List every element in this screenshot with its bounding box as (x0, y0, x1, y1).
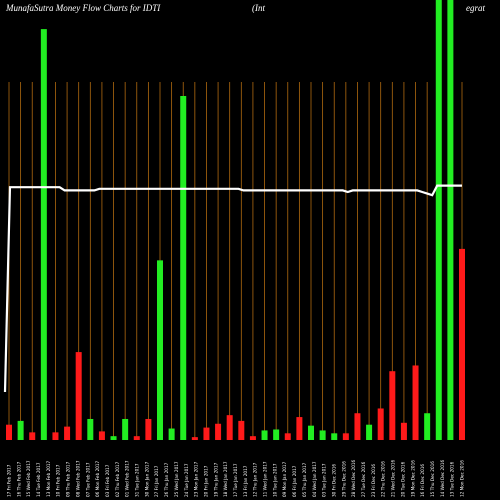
money-flow-bar (273, 429, 280, 440)
money-flow-bar (191, 437, 198, 440)
chart-title-company-b: egrat (466, 3, 485, 13)
money-flow-bar (145, 418, 152, 440)
money-flow-bar (17, 420, 24, 440)
x-tick-label: 23 Fri Dec 2016 (371, 464, 376, 497)
money-flow-bar (110, 436, 117, 440)
x-tick-label: 02 Thu Feb 2017 (115, 461, 120, 497)
money-flow-bar (400, 422, 407, 440)
chart-title: MunafaSutra Money Flow Charts for IDTI (5, 3, 161, 13)
x-tick-label: 23 Mon Jan 2017 (194, 461, 199, 497)
x-tick-label: 14 Tue Feb 2017 (36, 462, 41, 497)
x-tick-label: 06 Fri Jan 2017 (292, 465, 297, 497)
money-flow-bar (157, 260, 163, 440)
x-tick-label: 27 Fri Jan 2017 (154, 465, 159, 497)
x-tick-label: 16 Fri Dec 2016 (420, 464, 425, 497)
money-flow-bar (133, 436, 140, 440)
x-tick-label: 24 Tue Jan 2017 (184, 463, 189, 497)
x-tick-label: 18 Wed Jan 2017 (223, 461, 228, 497)
x-tick-label: 09 Thu Feb 2017 (66, 461, 71, 497)
x-tick-label: 12 Mon Dec 2016 (460, 460, 465, 497)
x-tick-label: 13 Tue Dec 2016 (450, 461, 455, 497)
bar-series (6, 0, 465, 441)
money-flow-bar (354, 413, 361, 440)
money-flow-bar (238, 420, 245, 440)
money-flow-bar (168, 428, 175, 440)
x-tick-label: 16 Thu Feb 2017 (16, 461, 21, 497)
x-tick-label: 07 Tue Feb 2017 (85, 462, 90, 497)
x-tick-label: 25 Wed Jan 2017 (174, 461, 179, 497)
x-tick-label: 13 Fri Jan 2017 (243, 465, 248, 497)
money-flow-bar (226, 415, 233, 440)
money-flow-bar (331, 433, 338, 440)
x-tick-label: 28 Wed Dec 2016 (351, 459, 356, 497)
money-flow-bar (64, 426, 71, 440)
money-flow-bar (377, 408, 384, 440)
x-tick-label: 03 Fri Feb 2017 (105, 464, 110, 497)
money-flow-bar (366, 424, 373, 440)
money-flow-bar (122, 418, 129, 440)
x-tick-label: 20 Tue Dec 2016 (400, 461, 405, 497)
money-flow-bar (40, 29, 47, 441)
money-flow-bar (75, 352, 82, 440)
x-tick-label: 14 Wed Dec 2016 (440, 459, 445, 497)
chart-title-company-a: (Int (252, 3, 265, 13)
x-tick-label: 30 Fri Dec 2016 (331, 464, 336, 497)
x-tick-label: 31 Tue Jan 2017 (135, 463, 140, 497)
money-flow-bar (447, 0, 454, 440)
money-flow-bar (52, 432, 59, 440)
x-tick-label: 06 Mon Feb 2017 (95, 460, 100, 497)
money-flow-bar (6, 424, 12, 440)
money-flow-bar (412, 365, 419, 440)
money-flow-bar (203, 427, 210, 440)
money-flow-bar (261, 430, 268, 440)
money-flow-bar (342, 433, 349, 440)
x-tick-label: 11 Wed Jan 2017 (263, 461, 268, 497)
money-flow-bar (435, 0, 442, 440)
x-tick-label: 15 Wed Feb 2017 (26, 460, 31, 497)
x-tick-label: 17 Tue Jan 2017 (233, 463, 238, 497)
money-flow-bar (284, 433, 291, 440)
x-tick-label: 27 Tue Dec 2016 (361, 461, 366, 497)
x-tick-label: 30 Mon Jan 2017 (144, 461, 149, 497)
x-tick-label: 19 Mon Dec 2016 (410, 460, 415, 497)
x-tick-label: 15 Thu Dec 2016 (430, 461, 435, 497)
money-flow-line (3, 184, 462, 393)
x-tick-label: 03 Tue Jan 2017 (322, 463, 327, 497)
x-tick-label: 20 Fri Jan 2017 (203, 465, 208, 497)
money-flow-bar (296, 417, 303, 440)
x-tick-label: 22 Thu Dec 2016 (381, 461, 386, 497)
x-tick-label: 10 Tue Jan 2017 (272, 463, 277, 497)
x-tick-label: 08 Wed Feb 2017 (75, 460, 80, 497)
x-tick-label: 17 Fri Feb 2017 (7, 464, 12, 497)
x-tick-label: 10 Fri Feb 2017 (56, 464, 61, 497)
x-tick-label: 05 Thu Jan 2017 (302, 462, 307, 497)
x-tick-label: 21 Wed Dec 2016 (391, 459, 396, 497)
money-flow-bar (29, 432, 36, 440)
money-flow-bar (215, 423, 222, 440)
money-flow-bar (180, 96, 187, 440)
money-flow-bar (308, 425, 314, 440)
money-flow-bar (424, 413, 431, 440)
x-axis-tick-labels: 17 Fri Feb 2017 16 Thu Feb 2017 15 Wed Feb… (7, 459, 465, 497)
money-flow-bar (459, 248, 465, 440)
x-tick-label: 19 Thu Jan 2017 (213, 462, 218, 497)
x-tick-label: 09 Mon Jan 2017 (282, 461, 287, 497)
money-flow-bar (87, 418, 94, 440)
money-flow-bar (389, 371, 396, 440)
x-tick-label: 04 Wed Jan 2017 (312, 461, 317, 497)
x-tick-label: 13 Mon Feb 2017 (46, 460, 51, 497)
x-tick-label: 29 Thu Dec 2016 (341, 461, 346, 497)
money-flow-bar (319, 430, 326, 440)
x-tick-label: 12 Thu Jan 2017 (253, 462, 258, 497)
money-flow-bar (98, 431, 105, 440)
x-tick-label: 26 Thu Jan 2017 (164, 462, 169, 497)
x-tick-label: 01 Wed Feb 2017 (125, 460, 130, 497)
money-flow-bar (249, 436, 256, 440)
